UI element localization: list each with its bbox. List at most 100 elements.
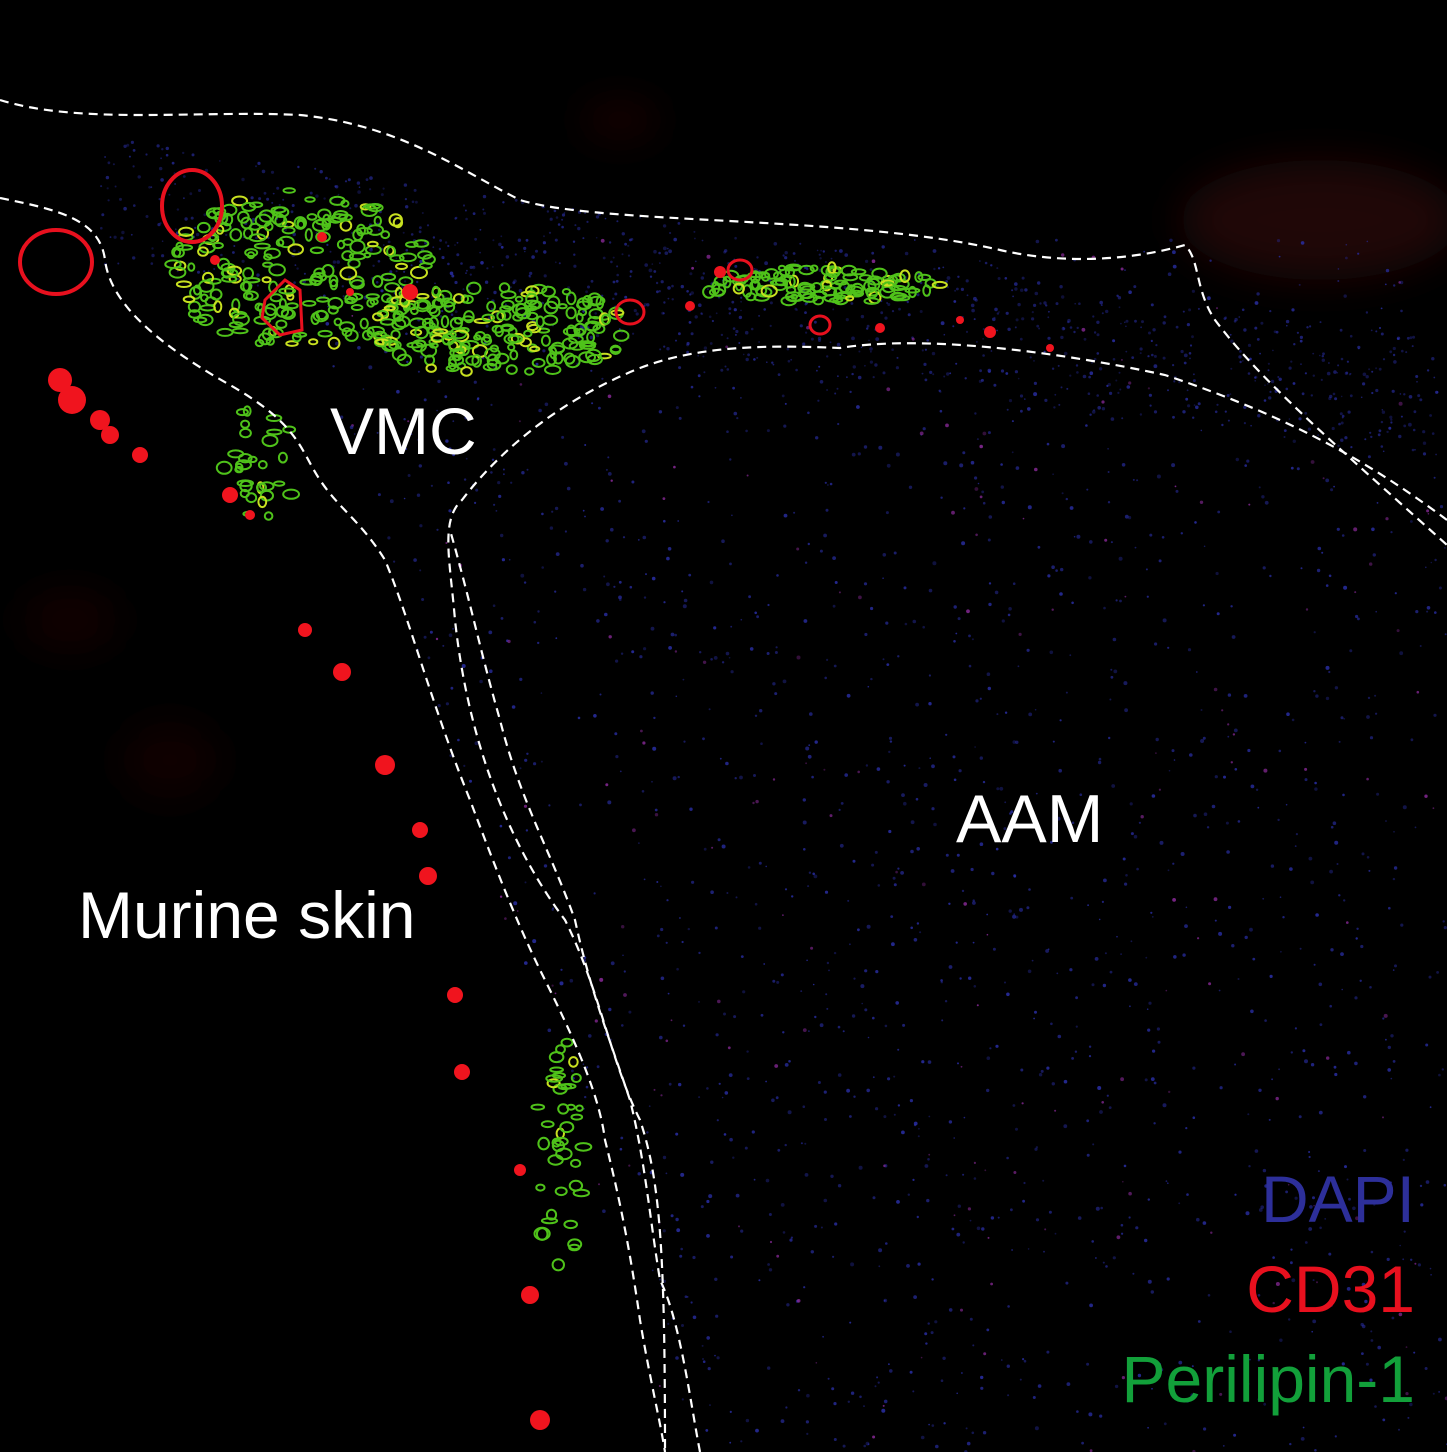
dapi-nucleus — [989, 1047, 992, 1050]
dapi-nucleus — [1375, 610, 1377, 613]
dapi-nucleus — [1369, 986, 1372, 989]
perilipin-adipocyte — [272, 206, 290, 218]
dapi-nucleus — [1058, 403, 1061, 406]
dapi-nucleus — [1148, 331, 1151, 335]
dapi-nucleus — [1048, 310, 1050, 313]
dapi-nucleus — [621, 925, 625, 929]
dapi-nucleus — [970, 867, 974, 872]
dapi-nucleus — [1237, 978, 1240, 980]
dapi-nucleus — [1362, 372, 1367, 377]
dapi-nucleus — [1172, 898, 1176, 902]
dapi-nucleus — [547, 1028, 552, 1033]
dapi-nucleus — [726, 430, 729, 434]
dapi-nucleus — [803, 1286, 806, 1289]
dapi-nucleus — [791, 895, 794, 898]
dapi-nucleus — [1390, 421, 1393, 424]
dapi-nucleus — [538, 408, 542, 413]
dapi-nucleus — [1333, 370, 1337, 374]
dapi-nucleus — [569, 978, 574, 983]
dapi-nucleus — [1340, 438, 1344, 442]
dapi-nucleus — [613, 585, 616, 588]
perilipin-adipocyte — [261, 327, 276, 341]
dapi-nucleus — [735, 329, 739, 334]
dapi-nucleus — [698, 303, 702, 308]
dapi-nucleus — [452, 453, 455, 457]
dapi-nucleus — [618, 580, 622, 584]
dapi-nucleus — [660, 885, 662, 888]
dapi-nucleus — [369, 248, 373, 252]
dapi-nucleus — [953, 778, 957, 782]
dapi-nucleus — [1433, 376, 1436, 379]
dapi-nucleus — [593, 714, 597, 718]
dapi-nucleus — [834, 392, 837, 395]
dapi-nucleus — [114, 185, 117, 188]
dapi-nucleus — [981, 1227, 985, 1231]
dapi-nucleus — [551, 510, 554, 513]
dapi-nucleus — [1426, 610, 1429, 613]
dapi-nucleus — [709, 342, 713, 345]
dapi-nucleus — [1399, 651, 1404, 656]
dapi-nucleus — [1154, 642, 1158, 646]
dapi-nucleus — [1219, 1392, 1223, 1396]
dapi-nucleus — [554, 261, 557, 264]
dapi-nucleus — [735, 896, 738, 899]
dapi-nucleus — [677, 520, 680, 522]
dapi-nucleus — [554, 590, 557, 593]
dapi-nucleus — [1302, 1426, 1305, 1429]
dapi-nucleus — [768, 1213, 772, 1216]
dapi-nucleus — [1221, 709, 1224, 712]
dapi-nucleus — [888, 736, 893, 740]
perilipin-adipocyte — [535, 315, 545, 328]
dapi-nucleus — [605, 539, 609, 543]
dapi-nucleus — [405, 248, 409, 252]
dapi-nucleus — [639, 655, 643, 659]
dapi-nucleus — [1001, 619, 1005, 623]
dapi-nucleus — [1223, 317, 1227, 320]
dapi-nucleus — [1319, 1226, 1322, 1230]
perilipin-adipocyte — [197, 246, 209, 257]
dapi-nucleus — [1200, 709, 1203, 711]
dapi-nucleus — [686, 290, 689, 293]
dapi-nucleus — [464, 209, 467, 212]
dapi-nucleus — [656, 290, 659, 294]
dapi-nucleus — [756, 356, 759, 359]
dapi-nucleus — [145, 215, 149, 218]
dapi-nucleus — [1174, 485, 1177, 488]
dapi-nucleus — [714, 386, 717, 389]
cd31-vessel-dot — [984, 326, 996, 338]
dapi-nucleus — [996, 787, 1000, 791]
dapi-nucleus — [710, 658, 713, 661]
dapi-nucleus — [1120, 953, 1122, 955]
dapi-nucleus — [1413, 410, 1417, 414]
dapi-nucleus — [1294, 1027, 1297, 1030]
dapi-nucleus — [1193, 813, 1197, 818]
dapi-nucleus — [763, 308, 766, 311]
dapi-nucleus — [1310, 460, 1315, 464]
dapi-nucleus — [754, 611, 757, 615]
dapi-nucleus — [1095, 1257, 1097, 1259]
dapi-nucleus — [1006, 992, 1010, 997]
dapi-nucleus — [1014, 282, 1018, 286]
dapi-nucleus — [739, 775, 743, 780]
dapi-nucleus — [1150, 1290, 1155, 1294]
dapi-nucleus — [1156, 474, 1161, 479]
dapi-nucleus — [1159, 840, 1164, 845]
dapi-nucleus — [1429, 414, 1432, 417]
dapi-nucleus — [783, 513, 788, 518]
dapi-nucleus — [1061, 253, 1065, 257]
dapi-nucleus — [810, 1250, 814, 1254]
dapi-nucleus — [1028, 888, 1031, 891]
dapi-nucleus — [728, 307, 732, 311]
dapi-nucleus — [1256, 338, 1260, 341]
perilipin-adipocyte — [568, 1179, 584, 1192]
dapi-nucleus — [807, 411, 810, 415]
dapi-nucleus — [190, 216, 194, 220]
dapi-nucleus — [1244, 464, 1247, 467]
dapi-nucleus — [1426, 369, 1430, 372]
dapi-nucleus — [1426, 509, 1430, 513]
perilipin-adipocyte — [821, 280, 833, 292]
dapi-nucleus — [1125, 350, 1128, 353]
dapi-nucleus — [677, 222, 681, 225]
perilipin-adipocyte — [242, 290, 259, 301]
dapi-nucleus — [1371, 527, 1375, 532]
